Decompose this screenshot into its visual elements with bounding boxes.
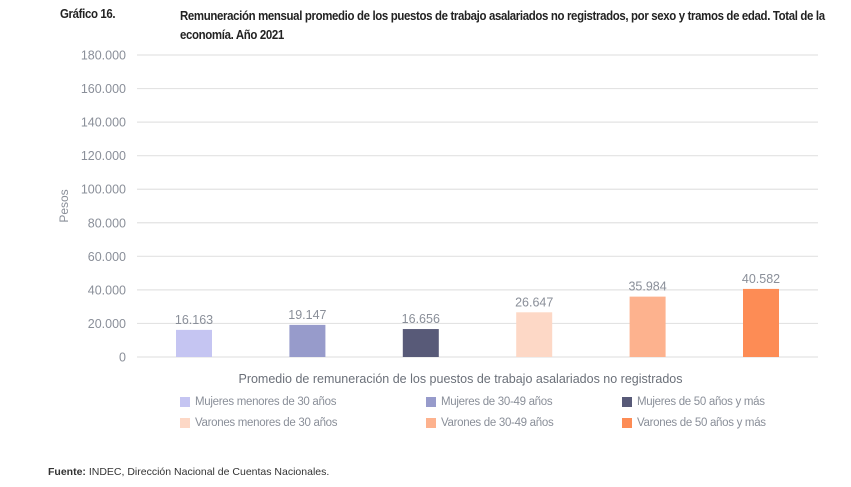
bar [402, 329, 439, 357]
y-tick-label: 100.000 [81, 183, 126, 197]
gridlines [137, 54, 818, 358]
legend-item: Mujeres menores de 30 años [180, 396, 426, 408]
legend-label: Varones de 50 años y más [637, 417, 766, 429]
y-tick-label: 80.000 [88, 216, 126, 230]
data-label: 16.163 [175, 313, 213, 327]
legend-swatch [426, 397, 436, 407]
y-axis-ticks: 0 20.000 40.000 60.000 80.000 100.000 120.000 1… [81, 49, 126, 365]
data-label: 35.984 [628, 280, 666, 294]
y-tick-label: 40.000 [88, 283, 126, 297]
data-label: 16.656 [402, 312, 440, 326]
y-tick-label: 180.000 [81, 49, 126, 63]
bars [176, 288, 779, 357]
legend-label: Mujeres de 50 años y más [637, 396, 765, 408]
bar [629, 296, 666, 357]
data-label: 26.647 [515, 295, 553, 309]
legend-swatch [622, 418, 632, 428]
bar [516, 312, 553, 357]
data-label: 40.582 [742, 272, 780, 286]
legend: Mujeres menores de 30 años Mujeres de 30… [180, 396, 800, 429]
legend-item: Varones de 50 años y más [622, 417, 802, 429]
legend-item: Varones menores de 30 años [180, 417, 426, 429]
source-text: INDEC, Dirección Nacional de Cuentas Nac… [88, 466, 330, 478]
legend-swatch [180, 418, 190, 428]
data-labels: 16.163 19.147 16.656 26.647 35.984 40.582 [175, 272, 780, 327]
legend-swatch [426, 418, 436, 428]
legend-label: Varones de 30-49 años [441, 417, 554, 429]
y-tick-label: 60.000 [88, 250, 126, 264]
bar [289, 324, 326, 357]
legend-label: Varones menores de 30 años [195, 417, 338, 429]
legend-swatch [622, 397, 632, 407]
y-tick-label: 20.000 [88, 317, 126, 331]
legend-item: Mujeres de 30-49 años [426, 396, 622, 408]
legend-item: Varones de 30-49 años [426, 417, 622, 429]
source-label: Fuente: [48, 466, 86, 478]
x-axis-label: Promedio de remuneración de los puestos … [238, 372, 683, 386]
figure-label: Gráfico 16. [60, 6, 116, 21]
bar-chart: 0 20.000 40.000 60.000 80.000 100.000 120.000 1… [57, 49, 818, 365]
y-axis-label: Pesos [57, 189, 71, 222]
bar [176, 329, 212, 357]
data-label: 19.147 [288, 308, 326, 322]
legend-label: Mujeres menores de 30 años [195, 396, 337, 408]
y-tick-label: 120.000 [81, 149, 126, 163]
y-tick-label: 160.000 [81, 82, 126, 96]
chart-title: Remuneración mensual promedio de los pue… [180, 8, 825, 42]
legend-label: Mujeres de 30-49 años [441, 396, 553, 408]
source-note: Fuente: INDEC, Dirección Nacional de Cue… [48, 466, 329, 478]
legend-swatch [180, 397, 190, 407]
y-tick-label: 140.000 [81, 116, 126, 130]
legend-item: Mujeres de 50 años y más [622, 396, 802, 408]
bar [743, 288, 779, 357]
y-tick-label: 0 [119, 351, 126, 365]
